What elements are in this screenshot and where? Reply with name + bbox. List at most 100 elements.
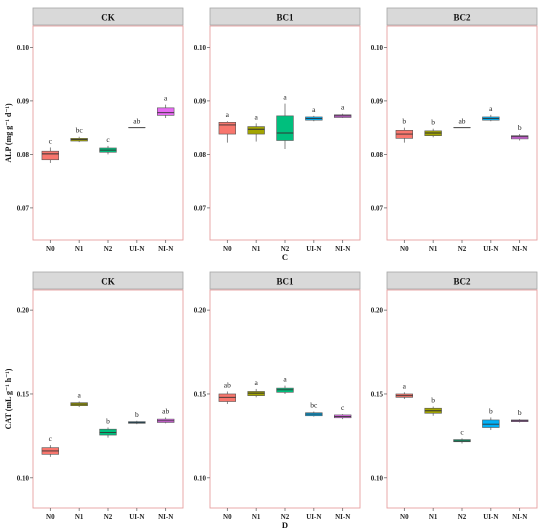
box-n2: ab (453, 117, 471, 129)
box-n1: b (424, 396, 442, 416)
significance-letter: a (226, 110, 230, 119)
significance-letter: a (164, 94, 168, 103)
panel-strip (386, 7, 538, 26)
y-tick-label: 0.07 (194, 204, 207, 212)
x-tick-label: N2 (458, 513, 467, 521)
significance-letter: a (283, 375, 287, 384)
significance-letter: ab (133, 117, 140, 126)
plot-border (32, 25, 184, 241)
box-n2: a (276, 375, 294, 394)
y-tick-label: 0.20 (371, 307, 384, 315)
box-ni-n: ab (157, 406, 175, 424)
y-tick-label: 0.08 (194, 151, 207, 159)
box-ui-n: a (482, 104, 500, 122)
y-tick-label: 0.10 (194, 474, 207, 482)
box-n2: a (276, 93, 294, 150)
y-tick-label: 0.08 (371, 151, 384, 159)
significance-letter: bc (76, 126, 84, 135)
box-ui-n: bc (305, 401, 323, 417)
box-n0: ab (218, 380, 236, 405)
box-n2: c (453, 427, 471, 444)
significance-letter: b (518, 123, 522, 132)
x-tick-label: NI-N (512, 513, 527, 521)
box-n0: c (41, 136, 59, 163)
significance-letter: a (254, 112, 258, 121)
x-tick-label: UI-N (306, 513, 321, 521)
box-n1: a (247, 378, 265, 398)
x-tick-label: N1 (252, 245, 261, 253)
x-tick-label: NI-N (158, 245, 173, 253)
y-tick-label: 0.10 (371, 474, 384, 482)
y-axis-label: CAT (mL g⁻¹ h⁻¹) (4, 368, 13, 429)
x-tick-label: UI-N (483, 513, 498, 521)
significance-letter: c (460, 427, 464, 436)
significance-letter: b (431, 396, 435, 405)
panel-ck-alp: CK 0.07 0.08 0.09 0.10 c N0 bc N1 c N2 ab UI-N a NI-N (17, 7, 184, 253)
box-ui-n: b (482, 406, 500, 431)
panel-title: BC2 (453, 277, 471, 287)
box-body (157, 107, 175, 116)
box-n2: b (99, 417, 117, 438)
x-tick-label: N0 (223, 245, 232, 253)
y-tick-label: 0.10 (17, 44, 30, 52)
x-tick-label: UI-N (129, 513, 144, 521)
significance-letter: a (312, 105, 316, 114)
panel-strip (32, 271, 184, 290)
box-n1: a (247, 112, 265, 142)
box-ui-n: a (305, 105, 323, 122)
x-tick-label: N0 (46, 245, 55, 253)
box-n1: a (70, 391, 88, 408)
box-n1: b (424, 118, 442, 138)
significance-letter: b (135, 410, 139, 419)
box-body (41, 150, 59, 161)
x-tick-label: N1 (252, 513, 261, 521)
significance-letter: b (402, 117, 406, 126)
box-ui-n: b (128, 410, 146, 425)
panel-bc2-cat: BC2 0.10 0.15 0.20 a N0 b N1 c N2 b UI-N b NI-N (371, 271, 538, 521)
panel-title: BC1 (276, 13, 294, 23)
box-n0: c (41, 434, 59, 457)
y-tick-label: 0.10 (371, 44, 384, 52)
x-tick-label: UI-N (306, 245, 321, 253)
box-body (511, 135, 529, 140)
box-body (247, 126, 265, 135)
panel-title: BC2 (453, 13, 471, 23)
box-ui-n: ab (128, 117, 146, 129)
significance-letter: bc (310, 401, 318, 410)
significance-letter: ab (224, 380, 231, 389)
significance-letter: c (49, 136, 53, 145)
y-tick-label: 0.07 (17, 204, 30, 212)
panel-strip (386, 271, 538, 290)
x-axis-label: D (282, 520, 288, 530)
x-tick-label: N2 (281, 513, 290, 521)
panel-title: CK (101, 277, 115, 287)
significance-letter: a (77, 391, 81, 400)
y-tick-label: 0.15 (371, 390, 384, 398)
panel-title: BC1 (276, 277, 294, 287)
x-tick-label: N1 (75, 245, 84, 253)
significance-letter: ab (458, 117, 465, 126)
panel-strip (209, 7, 361, 26)
x-tick-label: N0 (223, 513, 232, 521)
x-tick-label: N1 (75, 513, 84, 521)
x-tick-label: NI-N (158, 513, 173, 521)
box-body (276, 115, 294, 141)
x-axis-label: C (282, 252, 288, 262)
x-tick-label: UI-N (483, 245, 498, 253)
box-n0: b (395, 117, 413, 143)
box-ni-n: a (334, 103, 352, 119)
y-tick-label: 0.20 (194, 307, 207, 315)
x-tick-label: N2 (458, 245, 467, 253)
x-tick-label: N2 (281, 245, 290, 253)
panel-bc2-alp: BC2 0.07 0.08 0.09 0.10 b N0 b N1 ab N2 a UI-N b NI-N (371, 7, 538, 253)
significance-letter: c (106, 135, 110, 144)
panel-bc1-alp: BC1 0.07 0.08 0.09 0.10 a N0 a N1 a N2 a UI-N a NI-N (194, 7, 361, 253)
y-tick-label: 0.10 (17, 474, 30, 482)
box-ni-n: c (334, 403, 352, 420)
y-tick-label: 0.10 (194, 44, 207, 52)
panel-bc1-cat: BC1 0.10 0.15 0.20 ab N0 a N1 a N2 bc UI-N c NI-N (194, 271, 361, 521)
box-ni-n: a (157, 94, 175, 119)
plot-border (32, 289, 184, 509)
box-n1: bc (70, 126, 88, 143)
